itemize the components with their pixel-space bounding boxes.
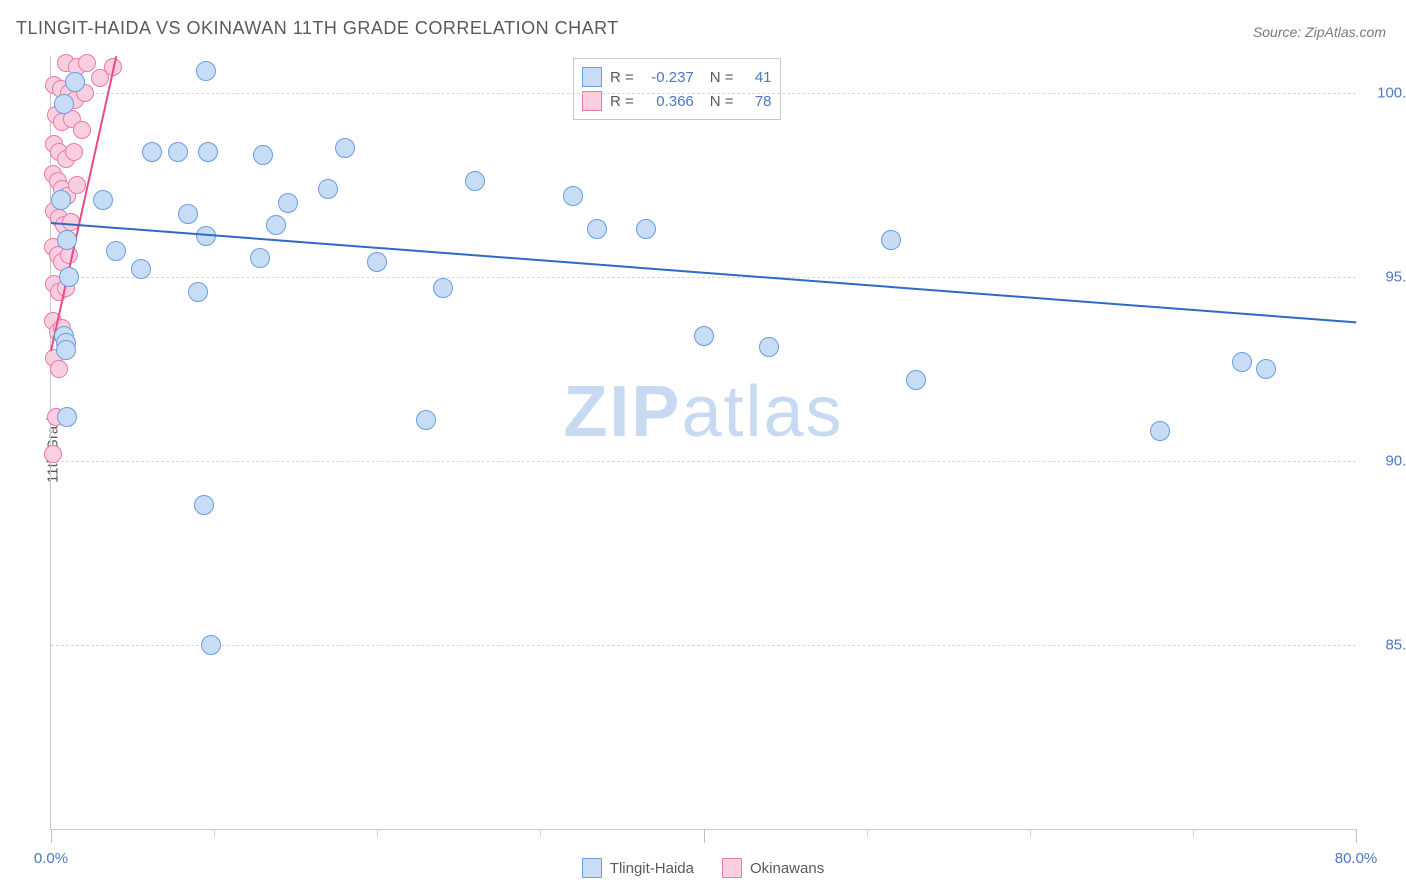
x-tick — [704, 829, 705, 843]
x-tick-minor — [867, 829, 868, 837]
legend-label-okinawan: Okinawans — [750, 860, 824, 877]
marker-okinawan — [91, 69, 109, 87]
marker-tlingit — [1232, 352, 1252, 372]
x-tick — [1356, 829, 1357, 843]
correlation-stats-box: R = -0.237 N = 41 R = 0.366 N = 78 — [573, 58, 781, 120]
watermark: ZIPatlas — [563, 371, 843, 453]
marker-tlingit — [56, 340, 76, 360]
marker-tlingit — [563, 186, 583, 206]
marker-tlingit — [198, 142, 218, 162]
marker-tlingit — [250, 248, 270, 268]
marker-tlingit — [367, 252, 387, 272]
y-tick-label: 85.0% — [1385, 636, 1406, 653]
y-tick-label: 90.0% — [1385, 452, 1406, 469]
marker-tlingit — [416, 410, 436, 430]
marker-okinawan — [44, 445, 62, 463]
marker-okinawan — [65, 143, 83, 161]
r-value: 0.366 — [642, 93, 694, 110]
n-label: N = — [710, 93, 734, 110]
marker-tlingit — [881, 230, 901, 250]
marker-tlingit — [636, 219, 656, 239]
legend: Tlingit-Haida Okinawans — [0, 858, 1406, 878]
marker-tlingit — [587, 219, 607, 239]
marker-okinawan — [50, 360, 68, 378]
marker-okinawan — [78, 54, 96, 72]
legend-item-okinawan: Okinawans — [722, 858, 824, 878]
y-tick-label: 100.0% — [1377, 84, 1406, 101]
gridline — [51, 277, 1356, 278]
x-tick-minor — [377, 829, 378, 837]
swatch-tlingit — [582, 858, 602, 878]
swatch-okinawan — [722, 858, 742, 878]
stats-swatch — [582, 67, 602, 87]
marker-tlingit — [178, 204, 198, 224]
x-tick-minor — [1193, 829, 1194, 837]
source-attribution: Source: ZipAtlas.com — [1253, 24, 1386, 40]
marker-tlingit — [194, 495, 214, 515]
x-tick-minor — [214, 829, 215, 837]
marker-tlingit — [1150, 421, 1170, 441]
source-label: Source: — [1253, 24, 1301, 40]
n-value: 41 — [742, 69, 772, 86]
marker-tlingit — [188, 282, 208, 302]
legend-label-tlingit: Tlingit-Haida — [610, 860, 694, 877]
marker-tlingit — [168, 142, 188, 162]
marker-tlingit — [759, 337, 779, 357]
chart-title: TLINGIT-HAIDA VS OKINAWAN 11TH GRADE COR… — [16, 18, 619, 39]
marker-tlingit — [335, 138, 355, 158]
marker-tlingit — [65, 72, 85, 92]
stats-row: R = -0.237 N = 41 — [582, 65, 772, 89]
marker-tlingit — [57, 230, 77, 250]
watermark-bold: ZIP — [563, 372, 681, 452]
marker-tlingit — [906, 370, 926, 390]
marker-tlingit — [266, 215, 286, 235]
marker-tlingit — [57, 407, 77, 427]
x-tick — [51, 829, 52, 843]
marker-tlingit — [465, 171, 485, 191]
marker-tlingit — [142, 142, 162, 162]
r-label: R = — [610, 69, 634, 86]
watermark-light: atlas — [681, 372, 843, 452]
scatter-chart: ZIPatlas R =-0.237N =41R =0.366N =78 85.… — [50, 56, 1356, 830]
r-label: R = — [610, 93, 634, 110]
marker-tlingit — [93, 190, 113, 210]
marker-tlingit — [106, 241, 126, 261]
marker-tlingit — [54, 94, 74, 114]
marker-tlingit — [196, 61, 216, 81]
marker-tlingit — [433, 278, 453, 298]
stats-swatch — [582, 91, 602, 111]
y-tick-label: 95.0% — [1385, 268, 1406, 285]
gridline — [51, 461, 1356, 462]
marker-tlingit — [1256, 359, 1276, 379]
r-value: -0.237 — [642, 69, 694, 86]
marker-tlingit — [278, 193, 298, 213]
legend-item-tlingit: Tlingit-Haida — [582, 858, 694, 878]
source-name: ZipAtlas.com — [1305, 24, 1386, 40]
n-value: 78 — [742, 93, 772, 110]
x-tick-minor — [540, 829, 541, 837]
marker-tlingit — [253, 145, 273, 165]
n-label: N = — [710, 69, 734, 86]
marker-tlingit — [59, 267, 79, 287]
marker-okinawan — [68, 176, 86, 194]
x-tick-minor — [1030, 829, 1031, 837]
trendline-tlingit — [51, 222, 1356, 323]
marker-tlingit — [131, 259, 151, 279]
marker-tlingit — [51, 190, 71, 210]
gridline — [51, 93, 1356, 94]
marker-tlingit — [318, 179, 338, 199]
gridline — [51, 645, 1356, 646]
marker-okinawan — [73, 121, 91, 139]
marker-tlingit — [694, 326, 714, 346]
marker-tlingit — [201, 635, 221, 655]
